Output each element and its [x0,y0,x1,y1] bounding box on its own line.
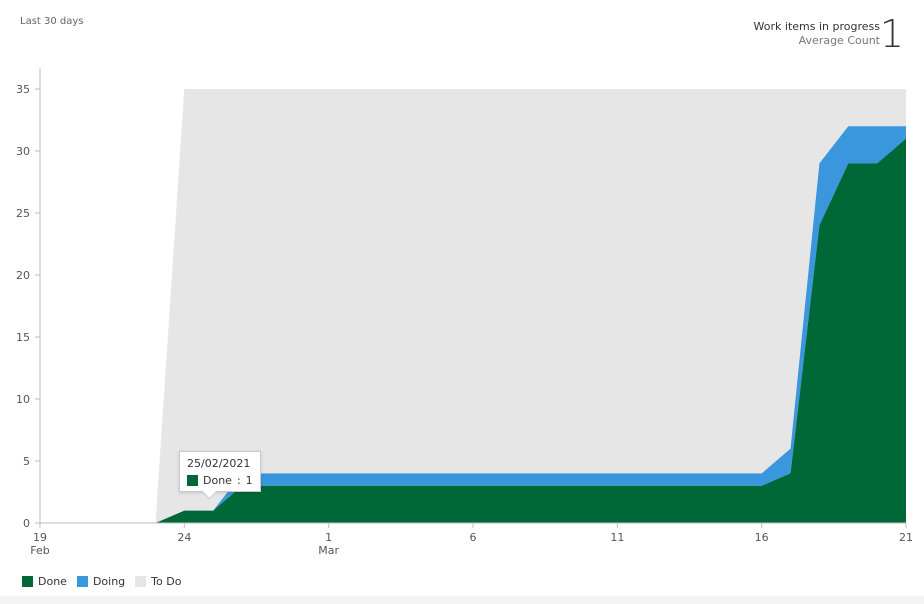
legend-swatch-done [22,576,33,587]
legend-swatch-doing [76,576,88,587]
legend-item-doing[interactable]: Doing [76,575,126,588]
metric-value: 1 [879,12,904,56]
legend-item-todo[interactable]: To Do [135,575,181,588]
legend-label-doing: Doing [92,575,126,588]
chart-tooltip: 25/02/2021 Done : 1 [179,451,261,500]
tooltip-swatch [187,475,198,486]
y-tick-label: 10 [16,393,30,406]
y-tick-label: 0 [23,517,30,530]
x-tick-label: 21 [899,531,913,544]
area-series-doing [40,126,906,523]
y-tick-label: 30 [16,145,30,158]
legend-item-done[interactable]: Done [22,575,67,588]
y-tick-label: 25 [16,207,30,220]
legend-label-done: Done [38,575,67,588]
x-tick-label: 16 [755,531,769,544]
period-label: Last 30 days [20,16,84,27]
x-tick-label: 6 [470,531,477,544]
metric-subtitle: Average Count [798,34,880,47]
y-tick-label: 15 [16,331,30,344]
legend-swatch-todo [135,576,147,587]
metric-title: Work items in progress [753,20,880,33]
y-tick-label: 35 [16,83,30,96]
tooltip-row: Done : 1 [187,474,253,487]
area-series-to-do [40,89,906,523]
x-tick-sublabel: Feb [30,544,49,557]
x-tick-label: 1 [325,531,332,544]
tooltip-value: 1 [245,474,253,487]
area-series-done [40,138,906,523]
metric-block: Work items in progress Average Count [754,20,880,48]
y-tick-label: 20 [16,269,30,282]
x-tick-sublabel: Mar [318,544,339,557]
x-tick-label: 24 [177,531,191,544]
y-tick-label: 5 [23,455,30,468]
legend-label-todo: To Do [151,575,182,588]
x-tick-label: 11 [610,531,624,544]
x-tick-label: 19 [33,531,47,544]
chart-legend: Done Doing To Do [22,575,181,588]
tooltip-sep: : [236,474,241,487]
tooltip-date: 25/02/2021 [187,457,251,470]
